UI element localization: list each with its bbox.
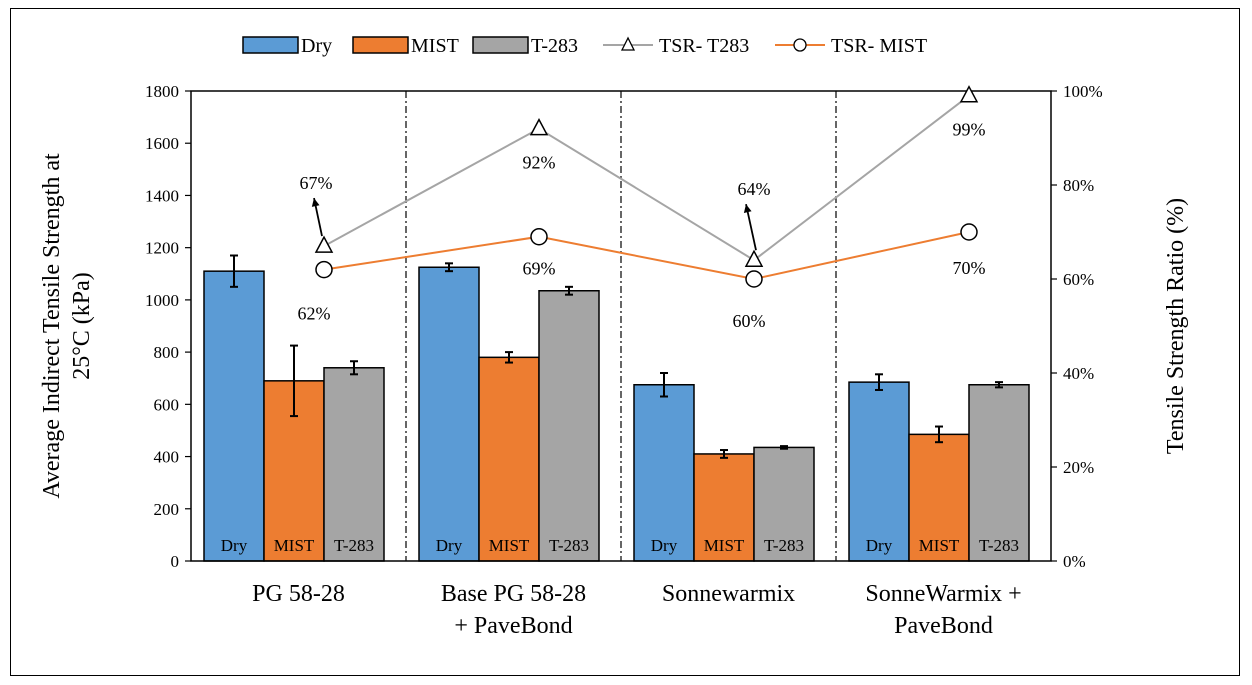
category-label: Sonnewarmix <box>662 581 795 607</box>
y-tick-label: 400 <box>154 448 180 467</box>
bar-mist <box>478 356 540 562</box>
tsr-mist-marker <box>960 223 978 241</box>
tsr-mist-marker <box>530 227 548 246</box>
bar-dry <box>633 384 695 562</box>
y-tick-label: 0 <box>171 552 180 571</box>
y-axis-title: 25°C (kPa) <box>69 272 95 380</box>
y-tick-label: 200 <box>154 500 180 519</box>
tsr-t283-marker <box>314 235 334 253</box>
bar-inside-label: T-283 <box>764 536 804 555</box>
tsr-mist-marker <box>315 260 333 279</box>
y2-tick-label: 20% <box>1063 458 1094 477</box>
bar-dry <box>418 266 480 562</box>
bar-dry <box>848 381 910 562</box>
y-tick-label: 1600 <box>145 134 179 153</box>
tsr-mist-label: 60% <box>733 311 766 331</box>
tensile-strength-chart: Dry Dry Dry Dry MIST MIST MIST MIST T-283 T-283 T-… <box>39 35 1189 639</box>
tsr-t283-marker <box>744 249 764 267</box>
bar-inside-label: T-283 <box>549 536 589 555</box>
legend-marker-triangle <box>620 36 636 51</box>
leader-arrowhead <box>743 204 752 213</box>
bar-inside-label: Dry <box>436 536 463 555</box>
y2-tick-label: 60% <box>1063 270 1094 289</box>
tsr-t283-label: 64% <box>738 179 771 199</box>
y2-tick-label: 0% <box>1063 552 1086 571</box>
bar-inside-label: Dry <box>866 536 893 555</box>
bar-inside-label: MIST <box>704 536 745 555</box>
tsr-mist-label: 69% <box>523 259 556 279</box>
legend-label: T-283 <box>531 35 578 57</box>
y-tick-label: 1200 <box>145 239 179 258</box>
legend-label: Dry <box>301 35 332 57</box>
line-tsr-mist <box>323 231 970 281</box>
y-tick-label: 1400 <box>145 186 179 205</box>
tsr-t283-marker <box>959 85 979 103</box>
bar-inside-label: Dry <box>221 536 248 555</box>
bar-inside-label: MIST <box>274 536 315 555</box>
tsr-mist-marker <box>745 270 763 288</box>
tsr-t283-marker <box>529 118 549 136</box>
legend-marker-circle <box>793 38 807 52</box>
bar-t-283 <box>538 290 600 562</box>
y-tick-label: 800 <box>154 343 180 362</box>
tsr-mist-label: 62% <box>298 304 331 324</box>
y2-tick-label: 40% <box>1063 364 1094 383</box>
y2-tick-label: 100% <box>1063 82 1103 101</box>
tsr-mist-label: 70% <box>953 258 986 278</box>
legend-swatch-t-283 <box>472 36 529 54</box>
category-label: + PaveBond <box>454 613 572 639</box>
y2-tick-label: 80% <box>1063 176 1094 195</box>
line-tsr-t283 <box>323 94 970 262</box>
category-label: SonneWarmix + <box>865 581 1021 607</box>
bar-dry <box>203 270 265 562</box>
bar-t-283 <box>753 446 815 562</box>
legend-label: TSR- T283 <box>659 35 749 57</box>
tsr-t283-label: 67% <box>300 173 333 193</box>
y-tick-label: 1800 <box>145 82 179 101</box>
legend-label: TSR- MIST <box>831 35 927 57</box>
legend-swatch-dry <box>242 36 299 54</box>
bar-t-283 <box>968 384 1030 562</box>
tsr-t283-label: 99% <box>953 120 986 140</box>
bar-inside-label: Dry <box>651 536 678 555</box>
tsr-t283-label: 92% <box>523 153 556 173</box>
bar-inside-label: MIST <box>919 536 960 555</box>
category-label: PaveBond <box>894 613 993 639</box>
legend-label: MIST <box>411 35 459 57</box>
chart-frame: Dry Dry Dry Dry MIST MIST MIST MIST T-283 T-283 T-… <box>10 8 1240 676</box>
bar-inside-label: MIST <box>489 536 530 555</box>
category-label: Base PG 58-28 <box>441 581 586 607</box>
plot-area-border <box>190 90 1052 562</box>
bar-inside-label: T-283 <box>334 536 374 555</box>
y-tick-label: 600 <box>154 395 180 414</box>
y-axis-title: Average Indirect Tensile Strength at <box>39 153 65 499</box>
leader-arrowhead <box>311 198 320 207</box>
bar-inside-label: T-283 <box>979 536 1019 555</box>
y2-axis-title: Tensile Strength Ratio (%) <box>1163 198 1189 454</box>
y-tick-label: 1000 <box>145 291 179 310</box>
bar-t-283 <box>323 367 385 562</box>
legend-swatch-mist <box>352 36 409 54</box>
category-label: PG 58-28 <box>252 581 345 607</box>
